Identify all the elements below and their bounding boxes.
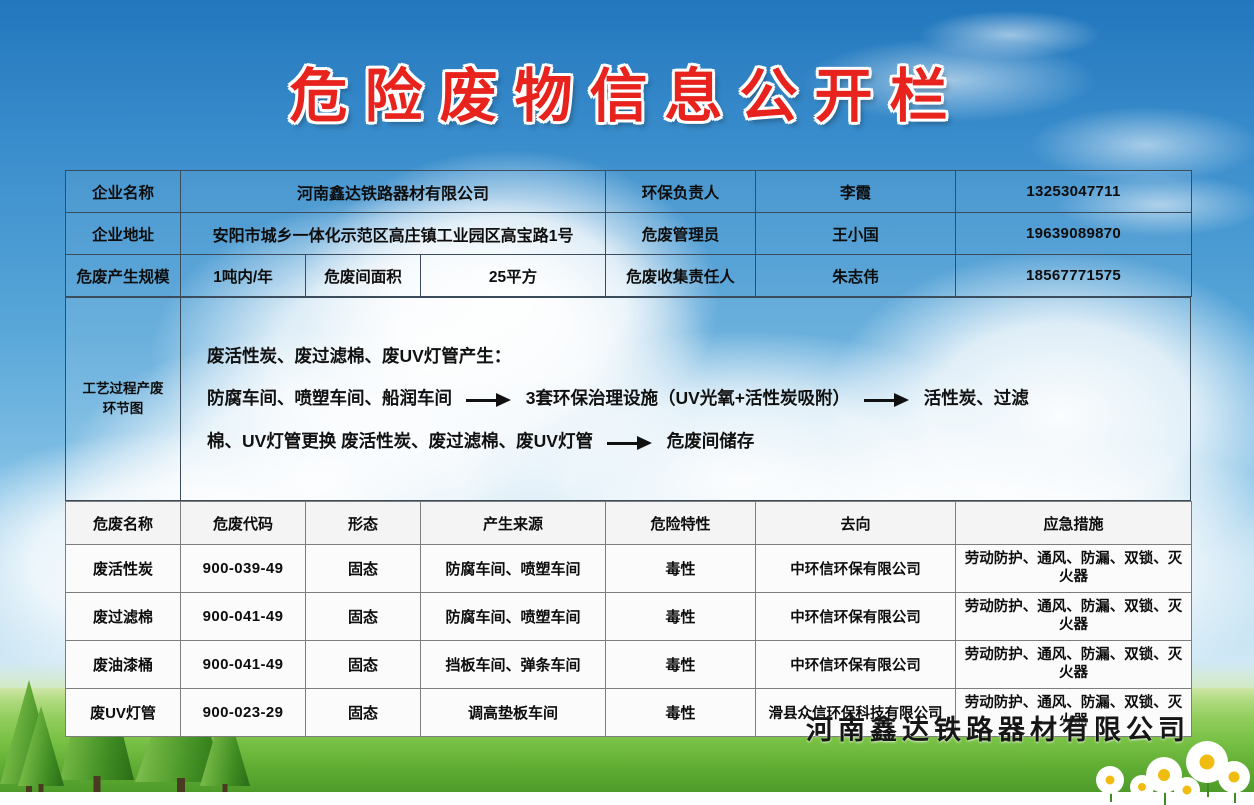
- collector-label: 危废收集责任人: [605, 254, 757, 297]
- table-header-row: 危废名称 危废代码 形态 产生来源 危险特性 去向 应急措施: [65, 501, 1192, 545]
- company-info-table: 企业名称 河南鑫达铁路器材有限公司 环保负责人 李霞 13253047711 企…: [65, 170, 1193, 297]
- env-officer-phone: 13253047711: [955, 170, 1193, 213]
- waste-detail-table: 危废名称 危废代码 形态 产生来源 危险特性 去向 应急措施 废活性炭 900-…: [65, 501, 1192, 737]
- col-header-hazard: 危险特性: [605, 501, 756, 545]
- process-diagram-table: 工艺过程产废 环节图 废活性炭、废过滤棉、废UV灯管产生： 防腐车间、喷塑车间、…: [65, 297, 1191, 501]
- waste-hazard: 毒性: [605, 592, 756, 641]
- table-row: 危废产生规模 1吨内/年 危废间面积 25平方 危废收集责任人 朱志伟 1856…: [65, 254, 1193, 297]
- waste-destination: 中环信环保有限公司: [755, 544, 956, 593]
- process-line-1: 废活性炭、废过滤棉、废UV灯管产生：: [207, 345, 512, 366]
- process-line-3: 棉、UV灯管更换 废活性炭、废过滤棉、废UV灯管 危废间储存: [207, 430, 1190, 451]
- waste-state: 固态: [305, 640, 421, 689]
- process-line2-output: 活性炭、过滤: [923, 388, 1029, 409]
- collector-phone: 18567771575: [955, 254, 1193, 297]
- col-header-source: 产生来源: [420, 501, 606, 545]
- arrow-right-icon: [863, 393, 910, 408]
- waste-name: 废UV灯管: [65, 688, 181, 737]
- waste-source: 防腐车间、喷塑车间: [420, 544, 606, 593]
- daisy-flower: [1096, 766, 1124, 802]
- waste-hazard: 毒性: [605, 688, 756, 737]
- table-row: 废UV灯管 900-023-29 固态 调高垫板车间 毒性 滑县众信环保科技有限…: [65, 688, 1192, 737]
- process-line3-storage: 危废间储存: [666, 430, 755, 451]
- waste-destination: 中环信环保有限公司: [755, 592, 956, 641]
- company-footer: 河南鑫达铁路器材有限公司: [806, 715, 1190, 745]
- arrow-right-icon: [606, 435, 653, 450]
- daisy-flower: [1130, 775, 1154, 799]
- col-header-state: 形态: [305, 501, 421, 545]
- info-board: 企业名称 河南鑫达铁路器材有限公司 环保负责人 李霞 13253047711 企…: [65, 170, 1193, 737]
- waste-scale-label: 危废产生规模: [65, 254, 181, 297]
- table-row: 废活性炭 900-039-49 固态 防腐车间、喷塑车间 毒性 中环信环保有限公…: [65, 544, 1192, 593]
- waste-manager-name: 王小国: [755, 212, 957, 255]
- page-title: 危险废物信息公开栏: [289, 64, 965, 129]
- waste-source: 防腐车间、喷塑车间: [420, 592, 606, 641]
- collector-name: 朱志伟: [755, 254, 957, 297]
- company-name-value: 河南鑫达铁路器材有限公司: [179, 170, 607, 213]
- waste-emergency: 劳动防护、通风、防漏、双锁、灭火器: [955, 640, 1192, 689]
- waste-name: 废油漆桶: [65, 640, 181, 689]
- waste-code: 900-039-49: [180, 544, 306, 593]
- waste-state: 固态: [305, 592, 421, 641]
- process-label-line1: 工艺过程产废: [82, 380, 164, 396]
- process-line3-wastes: 棉、UV灯管更换 废活性炭、废过滤棉、废UV灯管: [207, 430, 593, 451]
- company-address-label: 企业地址: [65, 212, 181, 255]
- col-header-dest: 去向: [755, 501, 956, 545]
- col-header-name: 危废名称: [65, 501, 181, 545]
- arrow-right-icon: [465, 393, 512, 408]
- waste-emergency: 劳动防护、通风、防漏、双锁、灭火器: [955, 688, 1192, 737]
- process-line2-treatment: 3套环保治理设施（UV光氧+活性炭吸附）: [525, 388, 851, 409]
- waste-name: 废过滤棉: [65, 592, 181, 641]
- env-officer-name: 李霞: [755, 170, 957, 213]
- waste-emergency: 劳动防护、通风、防漏、双锁、灭火器: [955, 544, 1192, 593]
- daisy-flower: [1218, 761, 1250, 803]
- table-row: 工艺过程产废 环节图 废活性炭、废过滤棉、废UV灯管产生： 防腐车间、喷塑车间、…: [65, 297, 1191, 501]
- process-diagram-label: 工艺过程产废 环节图: [65, 297, 181, 501]
- waste-state: 固态: [305, 544, 421, 593]
- waste-name: 废活性炭: [65, 544, 181, 593]
- waste-manager-phone: 19639089870: [955, 212, 1193, 255]
- waste-hazard: 毒性: [605, 640, 756, 689]
- process-line-2: 防腐车间、喷塑车间、船润车间 3套环保治理设施（UV光氧+活性炭吸附） 活性炭、…: [207, 390, 1190, 408]
- env-officer-label: 环保负责人: [605, 170, 757, 213]
- daisy-flower: [1174, 777, 1200, 803]
- tree: [18, 706, 64, 792]
- waste-scale-value: 1吨内/年: [180, 254, 306, 297]
- waste-source: 调高垫板车间: [420, 688, 606, 737]
- col-header-code: 危废代码: [180, 501, 306, 545]
- waste-room-area-value: 25平方: [419, 254, 607, 297]
- waste-destination: 中环信环保有限公司: [755, 640, 956, 689]
- col-header-emergency: 应急措施: [955, 501, 1192, 545]
- waste-state: 固态: [305, 688, 421, 737]
- waste-hazard: 毒性: [605, 544, 756, 593]
- table-row: 废油漆桶 900-041-49 固态 挡板车间、弹条车间 毒性 中环信环保有限公…: [65, 640, 1192, 689]
- waste-room-area-label: 危废间面积: [305, 254, 421, 297]
- table-row: 企业地址 安阳市城乡一体化示范区高庄镇工业园区高宝路1号 危废管理员 王小国 1…: [65, 212, 1193, 255]
- waste-source: 挡板车间、弹条车间: [420, 640, 606, 689]
- cloud-wisp: [880, 0, 1140, 70]
- table-row: 废过滤棉 900-041-49 固态 防腐车间、喷塑车间 毒性 中环信环保有限公…: [65, 592, 1192, 641]
- process-label-line2: 环节图: [102, 401, 144, 416]
- waste-code: 900-023-29: [180, 688, 306, 737]
- waste-destination: 滑县众信环保科技有限公司: [755, 688, 956, 737]
- waste-emergency: 劳动防护、通风、防漏、双锁、灭火器: [955, 592, 1192, 641]
- process-line2-source: 防腐车间、喷塑车间、船润车间: [207, 388, 452, 409]
- process-diagram-body: 废活性炭、废过滤棉、废UV灯管产生： 防腐车间、喷塑车间、船润车间 3套环保治理…: [180, 297, 1191, 501]
- company-address-value: 安阳市城乡一体化示范区高庄镇工业园区高宝路1号: [179, 212, 607, 255]
- table-row: 企业名称 河南鑫达铁路器材有限公司 环保负责人 李霞 13253047711: [65, 170, 1193, 213]
- waste-code: 900-041-49: [180, 592, 306, 641]
- company-name-label: 企业名称: [65, 170, 181, 213]
- waste-manager-label: 危废管理员: [605, 212, 757, 255]
- waste-code: 900-041-49: [180, 640, 306, 689]
